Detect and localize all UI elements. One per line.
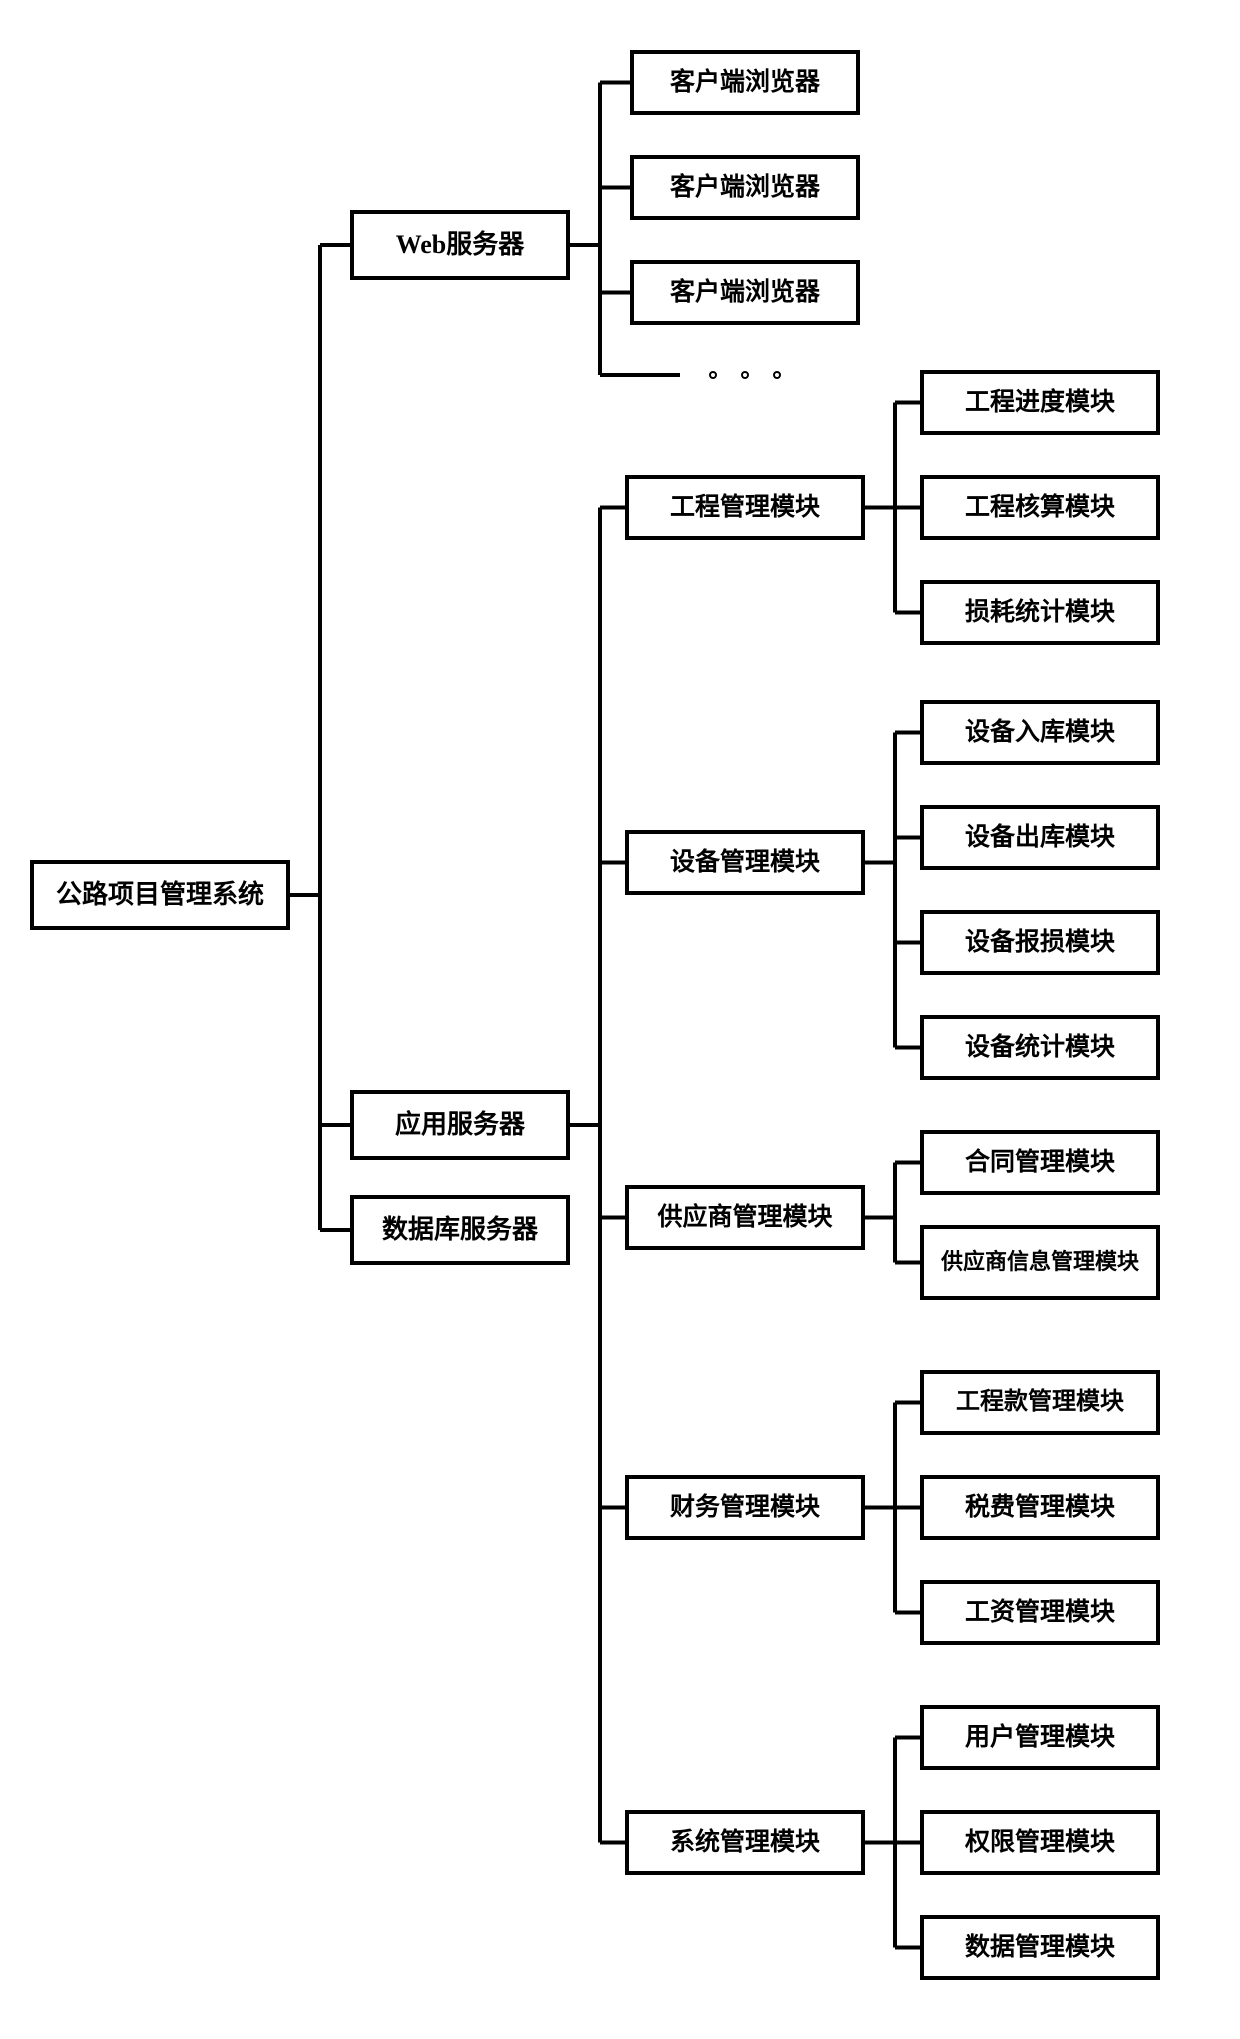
equip_mgmt-node: 设备管理模块 xyxy=(625,830,865,895)
browser1-node: 客户端浏览器 xyxy=(630,50,860,115)
equip_mgmt-node-label: 设备管理模块 xyxy=(670,848,820,878)
user_mgmt-node: 用户管理模块 xyxy=(920,1705,1160,1770)
proj_mgmt-node: 工程管理模块 xyxy=(625,475,865,540)
salary-node-label: 工资管理模块 xyxy=(965,1598,1115,1628)
finance_mgmt-node-label: 财务管理模块 xyxy=(670,1493,820,1523)
proj_account-node-label: 工程核算模块 xyxy=(965,493,1115,523)
equip_dmg-node-label: 设备报损模块 xyxy=(965,928,1115,958)
sys_mgmt-node-label: 系统管理模块 xyxy=(670,1828,820,1858)
proj_pay-node: 工程款管理模块 xyxy=(920,1370,1160,1435)
equip_out-node: 设备出库模块 xyxy=(920,805,1160,870)
data_mgmt-node: 数据管理模块 xyxy=(920,1915,1160,1980)
browser3-node-label: 客户端浏览器 xyxy=(670,278,820,308)
proj_account-node: 工程核算模块 xyxy=(920,475,1160,540)
proj_mgmt-node-label: 工程管理模块 xyxy=(670,493,820,523)
data_mgmt-node-label: 数据管理模块 xyxy=(965,1933,1115,1963)
proj_pay-node-label: 工程款管理模块 xyxy=(956,1388,1124,1417)
supplier_mgmt-node: 供应商管理模块 xyxy=(625,1185,865,1250)
ellipsis xyxy=(680,360,810,390)
app-server-node: 应用服务器 xyxy=(350,1090,570,1160)
sys_mgmt-node: 系统管理模块 xyxy=(625,1810,865,1875)
browser1-node-label: 客户端浏览器 xyxy=(670,68,820,98)
equip_stat-node: 设备统计模块 xyxy=(920,1015,1160,1080)
equip_in-node-label: 设备入库模块 xyxy=(965,718,1115,748)
proj_progress-node-label: 工程进度模块 xyxy=(965,388,1115,418)
salary-node: 工资管理模块 xyxy=(920,1580,1160,1645)
web-server-node: Web服务器 xyxy=(350,210,570,280)
contract_mgmt-node-label: 合同管理模块 xyxy=(965,1148,1115,1178)
tax_mgmt-node-label: 税费管理模块 xyxy=(965,1493,1115,1523)
browser2-node-label: 客户端浏览器 xyxy=(670,173,820,203)
equip_stat-node-label: 设备统计模块 xyxy=(965,1033,1115,1063)
browser3-node: 客户端浏览器 xyxy=(630,260,860,325)
db-server-node-label: 数据库服务器 xyxy=(382,1214,538,1245)
equip_out-node-label: 设备出库模块 xyxy=(965,823,1115,853)
root-node: 公路项目管理系统 xyxy=(30,860,290,930)
proj_progress-node: 工程进度模块 xyxy=(920,370,1160,435)
user_mgmt-node-label: 用户管理模块 xyxy=(965,1723,1115,1753)
supplier_info-node-label: 供应商信息管理模块 xyxy=(941,1249,1139,1275)
tax_mgmt-node: 税费管理模块 xyxy=(920,1475,1160,1540)
finance_mgmt-node: 财务管理模块 xyxy=(625,1475,865,1540)
equip_dmg-node: 设备报损模块 xyxy=(920,910,1160,975)
supplier_mgmt-node-label: 供应商管理模块 xyxy=(657,1203,832,1233)
proj_loss-node: 损耗统计模块 xyxy=(920,580,1160,645)
browser2-node: 客户端浏览器 xyxy=(630,155,860,220)
proj_loss-node-label: 损耗统计模块 xyxy=(965,598,1115,628)
contract_mgmt-node: 合同管理模块 xyxy=(920,1130,1160,1195)
app-server-node-label: 应用服务器 xyxy=(395,1109,525,1140)
db-server-node: 数据库服务器 xyxy=(350,1195,570,1265)
supplier_info-node: 供应商信息管理模块 xyxy=(920,1225,1160,1300)
equip_in-node: 设备入库模块 xyxy=(920,700,1160,765)
root-node-label: 公路项目管理系统 xyxy=(56,879,264,910)
web-server-node-label: Web服务器 xyxy=(396,229,525,260)
perm_mgmt-node-label: 权限管理模块 xyxy=(965,1828,1115,1858)
perm_mgmt-node: 权限管理模块 xyxy=(920,1810,1160,1875)
